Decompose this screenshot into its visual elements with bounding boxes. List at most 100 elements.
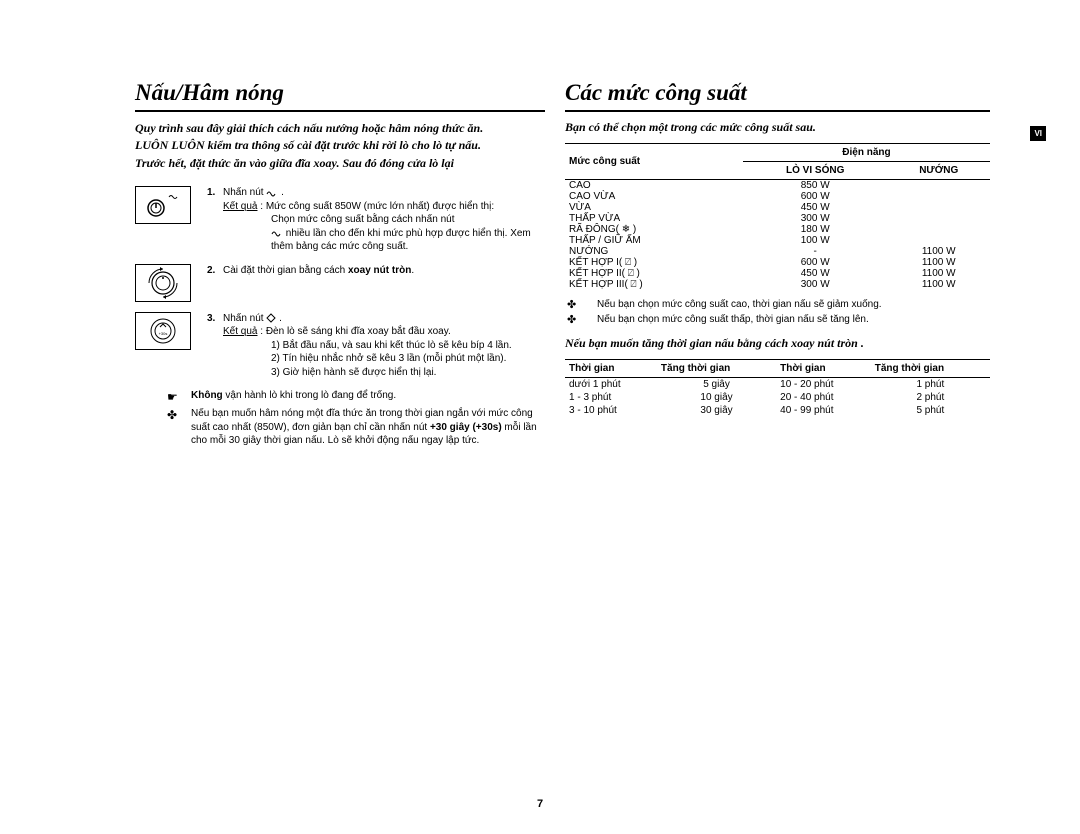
step-2-text-b: xoay nút tròn <box>348 265 411 276</box>
table-row: THẤP / GIỮ ẤM100 W <box>565 235 990 246</box>
table-row: THẤP VỪA300 W <box>565 213 990 224</box>
cell: THẤP VỪA <box>565 213 743 224</box>
step-3-kq-sep: : <box>257 326 265 337</box>
right-title: Các mức công suất <box>565 80 990 106</box>
cell <box>887 213 990 224</box>
cell: CAO VỪA <box>565 191 743 202</box>
cell: 850 W <box>743 180 888 192</box>
right-rule <box>565 110 990 112</box>
th-power: Mức công suất <box>565 144 743 180</box>
hand-icon: ☛ <box>167 389 191 405</box>
rnote1-text: Nếu bạn chọn mức công suất cao, thời gia… <box>597 298 882 313</box>
language-tab: VI <box>1030 126 1046 141</box>
step-1-num: 1. <box>207 186 223 254</box>
cell: CAO <box>565 180 743 192</box>
cell <box>887 191 990 202</box>
cell: KẾT HỢP I( ⍁ ) <box>565 257 743 268</box>
step-1-icon <box>135 186 191 254</box>
power-table: Mức công suất Điện năng LÒ VI SÓNG NƯỚNG… <box>565 143 990 290</box>
cell: 40 - 99 phút <box>776 404 871 417</box>
table-row: NƯỚNG-1100 W <box>565 246 990 257</box>
start-icon <box>266 313 276 323</box>
cell: RÃ ĐÔNG( ❄ ) <box>565 224 743 235</box>
flower-icon-r1: ✤ <box>565 298 597 313</box>
cell: 450 W <box>743 268 888 279</box>
cell: 1100 W <box>887 279 990 290</box>
step-1: 1. Nhấn nút . Kết quả : Mức công suất 85… <box>135 186 545 254</box>
cell: KẾT HỢP II( ⍁ ) <box>565 268 743 279</box>
left-title: Nấu/Hâm nóng <box>135 80 545 106</box>
left-intro: Quy trình sau đây giải thích cách nấu nư… <box>135 120 545 172</box>
time-table: Thời gian Tăng thời gian Thời gian Tăng … <box>565 359 990 417</box>
step-1-kq-sep: : <box>257 201 265 212</box>
step-2-icon <box>135 264 191 302</box>
cell: 30 giây <box>657 404 776 417</box>
cell: 1 - 3 phút <box>565 391 657 404</box>
step-3-kq-text: Đèn lò sẽ sáng khi đĩa xoay bắt đầu xoay… <box>266 326 451 337</box>
step-2-num: 2. <box>207 264 223 302</box>
intro-line-1: Quy trình sau đây giải thích cách nấu nư… <box>135 121 483 135</box>
time-intro: Nếu bạn muốn tăng thời gian nấu bằng các… <box>565 336 990 351</box>
steps: 1. Nhấn nút . Kết quả : Mức công suất 85… <box>135 186 545 379</box>
page-number: 7 <box>0 798 1080 810</box>
left-rule <box>135 110 545 112</box>
cell <box>887 202 990 213</box>
cell: 450 W <box>743 202 888 213</box>
cell: 600 W <box>743 191 888 202</box>
cell: THẤP / GIỮ ẤM <box>565 235 743 246</box>
wave-icon <box>266 189 278 197</box>
step-3-kq-label: Kết quả <box>223 326 257 337</box>
cell: 300 W <box>743 213 888 224</box>
th-grill: NƯỚNG <box>887 162 990 180</box>
table-row: VỪA450 W <box>565 202 990 213</box>
note1-rest: vận hành lò khi trong lò đang để trống. <box>223 390 396 401</box>
step-2-text-a: Cài đặt thời gian bằng cách <box>223 265 348 276</box>
flower-icon-r2: ✤ <box>565 313 597 328</box>
flower-icon: ✤ <box>167 407 191 448</box>
right-note-2: ✤ Nếu bạn chọn mức công suất thấp, thời … <box>565 313 990 328</box>
time-h2: Tăng thời gian <box>657 359 776 377</box>
step-1-text: Nhấn nút . Kết quả : Mức công suất 850W … <box>223 186 545 254</box>
rnote2-text: Nếu bạn chọn mức công suất thấp, thời gi… <box>597 313 869 328</box>
th-energy: Điện năng <box>743 144 990 162</box>
cell: 180 W <box>743 224 888 235</box>
cell: 10 - 20 phút <box>776 377 871 391</box>
table-row: CAO850 W <box>565 180 990 192</box>
step-3-li2: 2) Tín hiệu nhắc nhở sẽ kêu 3 lần (mỗi p… <box>271 353 506 364</box>
cell: 10 giây <box>657 391 776 404</box>
step-3-li1: 1) Bắt đầu nấu, và sau khi kết thúc lò s… <box>271 340 512 351</box>
cell: NƯỚNG <box>565 246 743 257</box>
right-notes: ✤ Nếu bạn chọn mức công suất cao, thời g… <box>565 298 990 328</box>
page: Nấu/Hâm nóng Quy trình sau đây giải thíc… <box>0 0 1080 450</box>
cell: KẾT HỢP III( ⍁ ) <box>565 279 743 290</box>
cell <box>887 224 990 235</box>
cell: 300 W <box>743 279 888 290</box>
time-h3: Thời gian <box>776 359 871 377</box>
step-2-text: Cài đặt thời gian bằng cách xoay nút trò… <box>223 264 545 302</box>
step-2: 2. Cài đặt thời gian bằng cách xoay nút … <box>135 264 545 302</box>
rotate-dial-icon <box>141 267 185 299</box>
intro-line-2: LUÔN LUÔN kiểm tra thông số cài đặt trướ… <box>135 138 481 152</box>
left-note-1: ☛ Không vận hành lò khi trong lò đang để… <box>167 389 545 405</box>
left-note-2: ✤ Nếu bạn muốn hâm nóng một đĩa thức ăn … <box>167 407 545 448</box>
step-1-line1: Nhấn nút <box>223 187 266 198</box>
cell: VỪA <box>565 202 743 213</box>
right-note-1: ✤ Nếu bạn chọn mức công suất cao, thời g… <box>565 298 990 313</box>
step-3: +30s 3. Nhấn nút . Kết quả : Đèn lò sẽ s… <box>135 312 545 380</box>
table-row: dưới 1 phút5 giây10 - 20 phút1 phút <box>565 377 990 391</box>
table-row: CAO VỪA600 W <box>565 191 990 202</box>
cell: 1100 W <box>887 246 990 257</box>
step-3-num: 3. <box>207 312 223 380</box>
cell: 20 - 40 phút <box>776 391 871 404</box>
time-h1: Thời gian <box>565 359 657 377</box>
start-dial-icon: +30s <box>141 315 185 347</box>
cell <box>887 235 990 246</box>
table-row: KẾT HỢP III( ⍁ )300 W1100 W <box>565 279 990 290</box>
step-3-l1a: Nhấn nút <box>223 313 266 324</box>
cell: 1100 W <box>887 268 990 279</box>
left-column: Nấu/Hâm nóng Quy trình sau đây giải thíc… <box>135 80 545 450</box>
step-3-l1b: . <box>279 313 282 324</box>
cell: 3 - 10 phút <box>565 404 657 417</box>
cell: 5 phút <box>871 404 990 417</box>
note2-bold: +30 giây (+30s) <box>430 422 502 433</box>
